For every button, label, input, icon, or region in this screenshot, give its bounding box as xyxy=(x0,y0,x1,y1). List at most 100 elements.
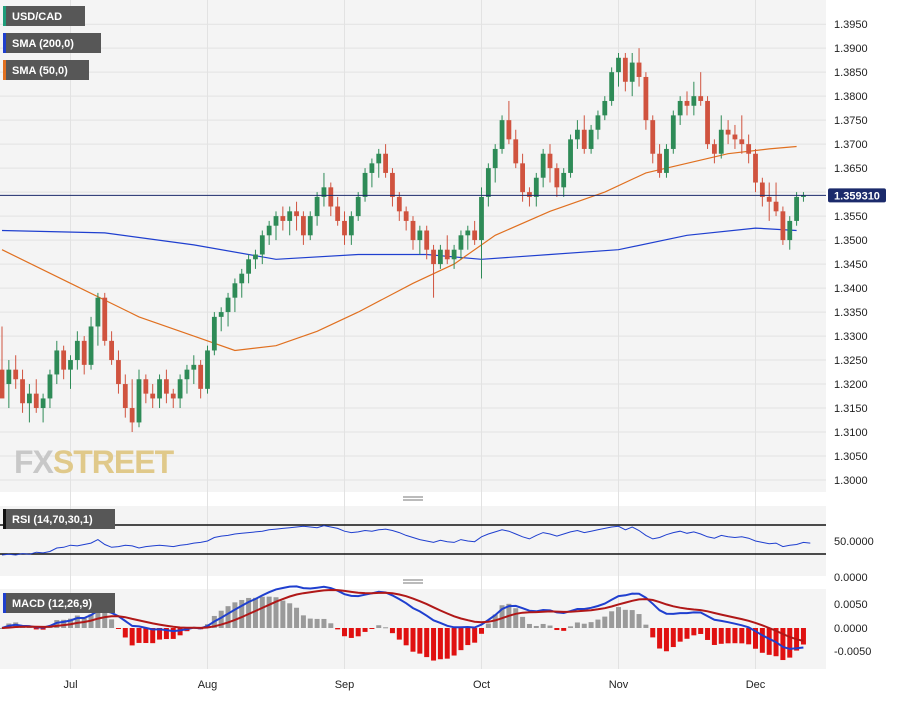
macd-hist-bar xyxy=(342,628,347,636)
candle-body xyxy=(102,298,107,341)
macd-hist-bar xyxy=(664,628,669,651)
candle-body xyxy=(212,317,217,351)
svg-text:SMA (50,0): SMA (50,0) xyxy=(12,65,68,77)
svg-text:SMA (200,0): SMA (200,0) xyxy=(12,38,74,50)
macd-hist-bar xyxy=(548,626,553,628)
price-y-axis: 1.30001.30501.31001.31501.32001.32501.33… xyxy=(834,19,868,487)
macd-hist-bar xyxy=(232,602,237,628)
y-tick-label: 1.3350 xyxy=(834,307,868,319)
candle-body xyxy=(143,379,148,393)
macd-hist-bar xyxy=(397,628,402,640)
macd-hist-bar xyxy=(650,628,655,637)
y-tick-label: 1.3950 xyxy=(834,19,868,31)
macd-hist-bar xyxy=(534,626,539,628)
candle-body xyxy=(767,197,772,202)
candle-body xyxy=(753,154,758,183)
macd-hist-bar xyxy=(315,619,320,628)
candle-body xyxy=(513,139,518,163)
candle-body xyxy=(96,298,101,327)
y-tick-label: 1.3700 xyxy=(834,139,868,151)
macd-hist-bar xyxy=(143,628,148,643)
candle-body xyxy=(568,139,573,173)
rsi-legend[interactable]: RSI (14,70,30,1) xyxy=(3,509,115,529)
svg-text:1.359310: 1.359310 xyxy=(834,190,880,202)
candle-body xyxy=(650,120,655,154)
candle-body xyxy=(48,374,53,398)
candle-body xyxy=(534,178,539,197)
candle-body xyxy=(424,231,429,250)
candle-body xyxy=(68,360,73,370)
candle-body xyxy=(548,154,553,168)
candle-body xyxy=(712,144,717,154)
candle-body xyxy=(705,101,710,144)
candle-body xyxy=(185,370,190,380)
candle-body xyxy=(0,370,4,399)
macd-hist-bar xyxy=(424,628,429,657)
x-tick-label: Aug xyxy=(198,679,218,691)
candle-body xyxy=(376,154,381,164)
macd-hist-bar xyxy=(513,608,518,628)
macd-hist-bar xyxy=(321,619,326,628)
candle-body xyxy=(171,394,176,399)
macd-hist-bar xyxy=(698,628,703,634)
macd-hist-bar xyxy=(678,628,683,642)
candle-body xyxy=(431,250,436,264)
candle-body xyxy=(465,231,470,236)
candle-body xyxy=(157,379,162,398)
macd-hist-bar xyxy=(116,628,121,629)
macd-legend[interactable]: MACD (12,26,9) xyxy=(3,593,115,613)
macd-hist-bar xyxy=(520,617,525,628)
macd-hist-bar xyxy=(109,619,114,628)
macd-hist-bar xyxy=(417,628,422,654)
candle-body xyxy=(719,130,724,154)
macd-hist-bar xyxy=(294,608,299,628)
y-tick-label: 1.3050 xyxy=(834,451,868,463)
candle-body xyxy=(527,192,532,197)
candle-body xyxy=(459,235,464,249)
y-tick-label: 1.3000 xyxy=(834,475,868,487)
rsi-resize-handle[interactable] xyxy=(403,497,423,500)
macd-hist-bar xyxy=(575,622,580,628)
legend-sma200[interactable]: SMA (200,0) xyxy=(3,33,101,53)
candle-body xyxy=(82,341,87,365)
candle-body xyxy=(554,168,559,187)
y-tick-label: 1.3150 xyxy=(834,403,868,415)
y-tick-label: 1.3850 xyxy=(834,67,868,79)
candle-body xyxy=(130,408,135,422)
candle-body xyxy=(383,154,388,173)
macd-hist-bar xyxy=(267,597,272,628)
macd-hist-bar xyxy=(726,628,731,643)
legend-usdcad[interactable]: USD/CAD xyxy=(3,6,85,26)
macd-hist-bar xyxy=(137,628,142,643)
candle-body xyxy=(520,163,525,192)
macd-hist-bar xyxy=(308,619,313,628)
candle-body xyxy=(616,58,621,72)
candle-body xyxy=(54,350,59,374)
y-tick-label: 1.3750 xyxy=(834,115,868,127)
candle-body xyxy=(500,120,505,149)
candle-body xyxy=(739,139,744,144)
candle-body xyxy=(349,216,354,235)
x-tick-label: Oct xyxy=(473,679,490,691)
macd-hist-bar xyxy=(671,628,676,647)
macd-hist-bar xyxy=(719,628,724,644)
legend-sma50[interactable]: SMA (50,0) xyxy=(3,60,89,80)
candle-body xyxy=(664,149,669,173)
candle-body xyxy=(274,216,279,226)
candle-body xyxy=(301,216,306,235)
macd-resize-handle[interactable] xyxy=(403,580,423,583)
candle-body xyxy=(335,207,340,221)
candle-body xyxy=(109,341,114,360)
macd-hist-bar xyxy=(349,628,354,638)
date-x-axis: Jul Aug Sep Oct Nov Dec xyxy=(63,679,765,691)
candle-body xyxy=(637,63,642,77)
macd-hist-bar xyxy=(356,628,361,636)
candle-body xyxy=(116,360,121,384)
macd-hist-bar xyxy=(486,624,491,628)
x-tick-label: Sep xyxy=(335,679,355,691)
macd-hist-bar xyxy=(712,628,717,645)
macd-hist-bar xyxy=(561,628,566,631)
candle-body xyxy=(41,398,46,408)
